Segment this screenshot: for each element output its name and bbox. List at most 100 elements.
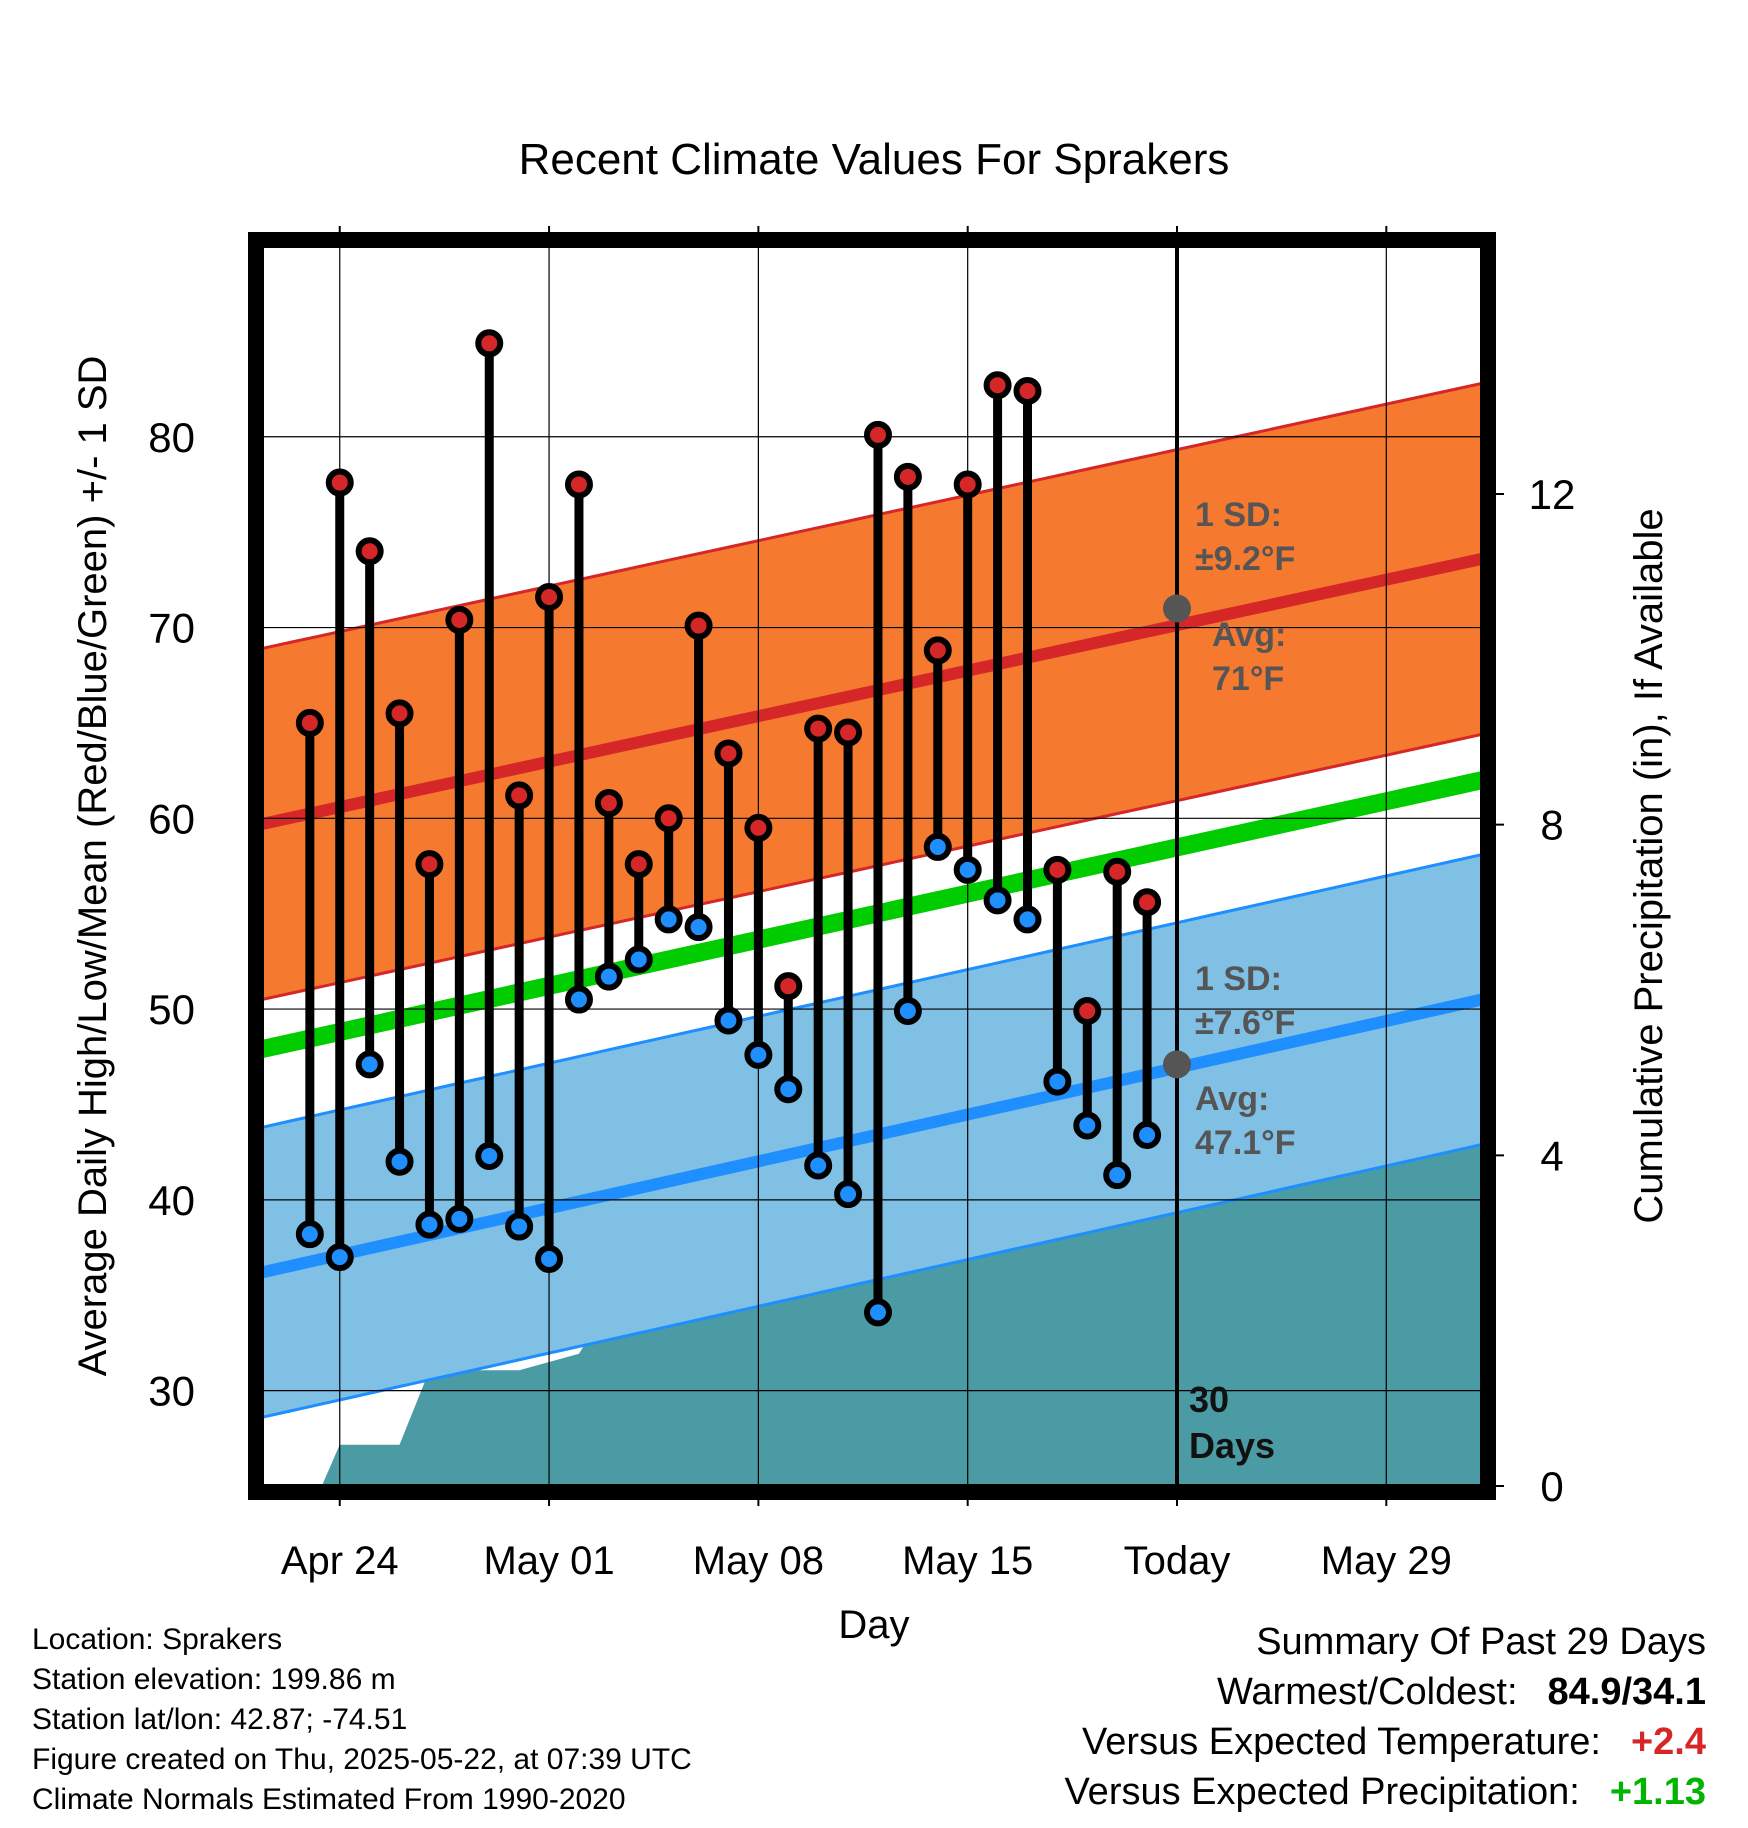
y-tick-label: 30 [148,1368,195,1415]
station-info: Location: Sprakers Station elevation: 19… [32,1620,692,1820]
y2-axis-label: Cumulative Precipitation (in), If Availa… [1627,508,1671,1223]
high-point [834,718,863,747]
low-point [445,1204,474,1233]
warmest-coldest-label: Warmest/Coldest: [1216,1671,1518,1713]
low-sd-value: ±7.6°F [1195,1004,1295,1042]
low-point [714,1006,743,1035]
y-tick-label: 40 [148,1177,195,1224]
low-band-upper [262,853,1482,1129]
low-band-lower [262,1143,1482,1419]
low-point [594,962,623,991]
high-point [1043,855,1072,884]
high-band-upper [262,381,1482,650]
location-text: Location: Sprakers [32,1623,283,1656]
low-point [1103,1161,1132,1190]
low-point [744,1040,773,1069]
precip-anomaly-value: +1.13 [1609,1771,1706,1813]
high-sd-label: 1 SD: [1195,496,1282,534]
high-band-lower [262,732,1482,1001]
summary-heading: Summary Of Past 29 Days [1256,1621,1706,1663]
low-point [983,886,1012,915]
high-point [923,636,952,665]
low-point [415,1210,444,1239]
low-point [505,1212,534,1241]
x-axis-label: Day [838,1603,909,1647]
mean-line [262,771,1482,1058]
high-point [953,470,982,499]
low-point [654,905,683,934]
low-sd-label: 1 SD: [1195,960,1282,998]
temp-anomaly-label: Versus Expected Temperature: [1082,1721,1601,1763]
low-point [953,855,982,884]
elevation-text: Station elevation: 199.86 m [32,1663,396,1696]
low-point [684,913,713,942]
high-avg-value: 71°F [1212,660,1284,698]
high-point [505,781,534,810]
low-point [1043,1067,1072,1096]
temp-anomaly-value: +2.4 [1630,1721,1706,1763]
high-point [355,537,384,566]
warmest-coldest-value: 84.9/34.1 [1547,1671,1706,1713]
high-point [624,850,653,879]
low-point [564,985,593,1014]
high-point [445,605,474,634]
high-point [535,583,564,612]
high-point [1073,996,1102,1025]
low-point [295,1220,324,1249]
chart-title: Recent Climate Values For Sprakers [519,135,1230,184]
low-point [923,832,952,861]
high-point [744,813,773,842]
y2-tick-label: 8 [1540,802,1563,849]
high-sd-value: ±9.2°F [1195,540,1295,578]
summary-panel: Summary Of Past 29 Days Warmest/Coldest:… [1064,1617,1706,1817]
high-point [325,468,354,497]
y-tick-label: 50 [148,986,195,1033]
days-word: Days [1189,1425,1275,1466]
low-point [624,945,653,974]
created-text: Figure created on Thu, 2025-05-22, at 07… [32,1743,692,1776]
low-point [385,1147,414,1176]
high-point [654,804,683,833]
x-tick-label: May 01 [483,1539,614,1583]
high-avg-label: Avg: [1212,616,1286,654]
warmest-coldest-row: Warmest/Coldest: 84.9/34.1 [1064,1667,1706,1717]
high-point [385,699,414,728]
low-point [1133,1120,1162,1149]
low-point [804,1151,833,1180]
high-point [983,371,1012,400]
high-point [893,462,922,491]
low-point [355,1050,384,1079]
precip-anomaly-label: Versus Expected Precipitation: [1064,1771,1580,1813]
low-point [535,1244,564,1273]
x-tick-label: May 29 [1321,1539,1452,1583]
low-point [475,1141,504,1170]
low-point [774,1075,803,1104]
low-avg-marker [1163,1050,1191,1079]
plot-interior [262,246,1482,1486]
y-tick-label: 70 [148,605,195,652]
precip-anomaly-row: Versus Expected Precipitation: +1.13 [1064,1767,1706,1817]
low-point [1073,1111,1102,1140]
high-point [714,739,743,768]
low-point [893,996,922,1025]
x-tick-label: Apr 24 [281,1539,399,1583]
high-avg-marker [1163,594,1191,623]
temp-anomaly-row: Versus Expected Temperature: +2.4 [1064,1717,1706,1767]
high-point [475,329,504,358]
low-point [1013,905,1042,934]
low-point [834,1180,863,1209]
normals-text: Climate Normals Estimated From 1990-2020 [32,1783,626,1816]
low-point [325,1243,354,1272]
y2-tick-label: 12 [1529,471,1576,518]
high-point [774,972,803,1001]
high-point [804,714,833,743]
low-point [863,1298,892,1327]
high-point [1013,376,1042,405]
y-tick-label: 80 [148,414,195,461]
high-point [564,470,593,499]
plot-frame [248,232,1496,1500]
high-point [295,708,324,737]
high-point [594,789,623,818]
low-avg-value: 47.1°F [1195,1124,1296,1162]
